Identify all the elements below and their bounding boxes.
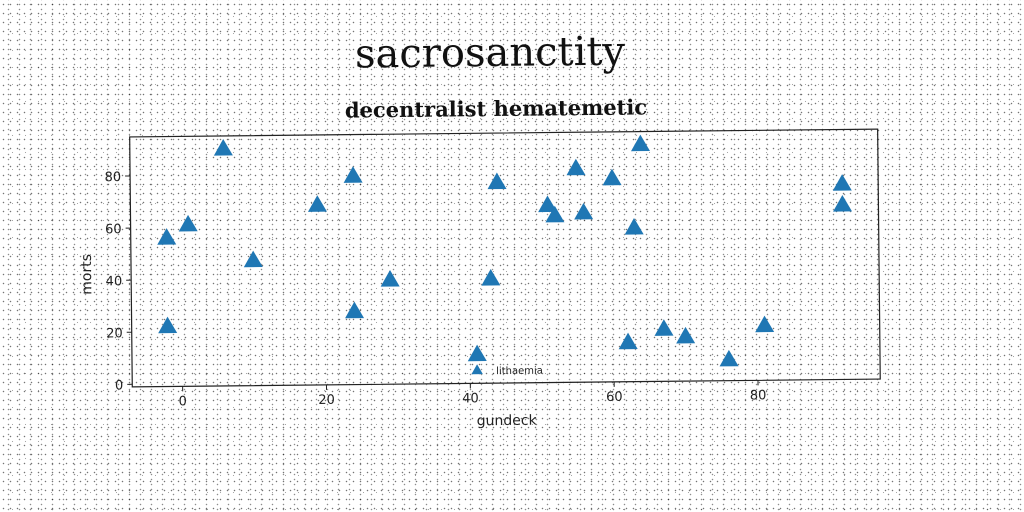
plot-area: 0 20 40 60 80 0 20 40 60 80 lithaemia gundeck mo…	[79, 128, 881, 430]
data-point	[719, 349, 739, 367]
x-tick-label: 20	[318, 393, 335, 408]
data-point	[654, 319, 674, 336]
data-point	[676, 326, 696, 344]
data-point	[467, 344, 487, 362]
data-point	[158, 316, 178, 334]
data-point	[307, 195, 327, 212]
legend-label: lithaemia	[496, 366, 543, 377]
data-point	[157, 228, 177, 245]
data-point	[380, 270, 400, 287]
data-point	[545, 205, 565, 223]
data-point	[345, 301, 365, 319]
data-point	[213, 138, 233, 156]
data-point	[602, 168, 622, 186]
data-point	[538, 195, 558, 213]
data-point	[624, 218, 644, 235]
data-point	[481, 268, 501, 286]
y-tick-label: 0	[115, 378, 123, 393]
data-point	[178, 214, 198, 232]
data-point	[618, 332, 638, 350]
data-point	[755, 315, 775, 333]
plot-frame	[129, 128, 881, 388]
data-point	[832, 174, 852, 191]
x-axis-title: gundeck	[477, 413, 538, 430]
legend: lithaemia	[471, 364, 543, 377]
data-point	[487, 172, 507, 190]
x-tick-label: 80	[750, 388, 767, 403]
legend-marker	[471, 364, 483, 375]
x-tick-label: 40	[462, 391, 479, 406]
data-point	[243, 250, 263, 268]
data-points	[157, 134, 853, 367]
y-axis-title: morts	[79, 254, 95, 295]
x-axis: 0 20 40 60 80	[179, 380, 767, 409]
data-point	[574, 202, 594, 220]
y-tick-label: 60	[105, 222, 122, 237]
data-point	[631, 134, 650, 152]
y-axis: 0 20 40 60 80	[104, 170, 133, 393]
data-point	[833, 194, 853, 212]
x-tick-label: 0	[179, 394, 187, 409]
y-tick-label: 40	[106, 274, 123, 289]
x-tick-label: 60	[606, 390, 623, 405]
data-point	[566, 158, 586, 176]
data-point	[343, 166, 363, 183]
y-tick-label: 80	[104, 170, 121, 185]
y-tick-label: 20	[106, 326, 123, 341]
chart-title: decentralist hematemetic	[345, 94, 647, 122]
